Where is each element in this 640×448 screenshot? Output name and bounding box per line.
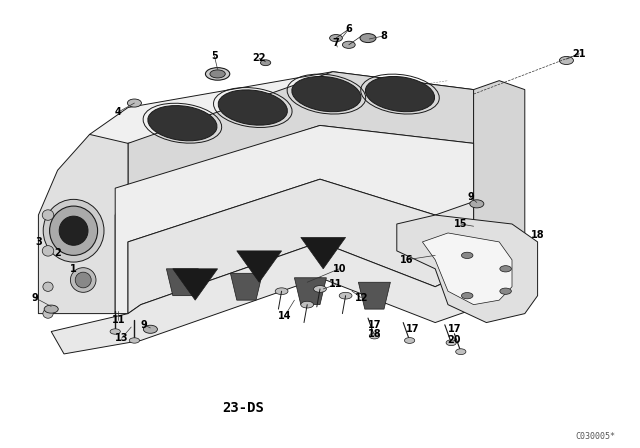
Polygon shape [474,81,525,278]
Polygon shape [77,72,474,170]
Ellipse shape [43,282,53,291]
Ellipse shape [500,288,511,294]
Text: 18: 18 [367,329,381,339]
Ellipse shape [76,272,92,288]
Text: 17: 17 [406,324,420,334]
Text: 7: 7 [333,38,339,47]
Ellipse shape [205,68,230,80]
Text: 16: 16 [399,255,413,265]
Ellipse shape [129,338,140,343]
Ellipse shape [339,292,352,299]
Text: 22: 22 [252,53,266,63]
Ellipse shape [342,41,355,48]
Ellipse shape [446,340,456,346]
Polygon shape [358,282,390,309]
Text: 17: 17 [367,320,381,330]
Text: C030005*: C030005* [575,432,615,441]
Ellipse shape [365,77,435,112]
Text: 4: 4 [115,107,122,117]
Text: 13: 13 [115,333,129,343]
Polygon shape [301,237,346,269]
Text: 23-DS: 23-DS [222,401,264,415]
Text: 9: 9 [141,320,147,330]
Ellipse shape [148,106,217,141]
Ellipse shape [292,77,361,112]
Ellipse shape [60,216,88,246]
Ellipse shape [70,268,96,293]
Ellipse shape [360,34,376,43]
Ellipse shape [127,99,141,107]
Ellipse shape [330,34,342,42]
Ellipse shape [461,293,473,299]
Ellipse shape [44,305,58,313]
Text: 8: 8 [381,31,387,41]
Text: 11: 11 [111,315,125,325]
Text: 3: 3 [35,237,42,247]
Polygon shape [173,269,218,300]
Ellipse shape [218,90,287,125]
Polygon shape [115,125,474,314]
Text: 12: 12 [355,293,369,303]
Polygon shape [166,269,198,296]
Text: 14: 14 [278,311,292,321]
Text: 20: 20 [447,336,461,345]
Polygon shape [294,278,326,305]
Polygon shape [237,251,282,282]
Ellipse shape [260,60,271,66]
Ellipse shape [500,266,511,272]
Text: 6: 6 [346,24,352,34]
Ellipse shape [559,56,573,65]
Ellipse shape [456,349,466,355]
Ellipse shape [42,246,54,256]
Polygon shape [51,242,486,354]
Text: 2: 2 [54,248,61,258]
Polygon shape [230,273,262,300]
Ellipse shape [44,199,104,262]
Polygon shape [422,233,512,305]
Ellipse shape [470,200,484,208]
Ellipse shape [314,286,326,293]
Polygon shape [128,179,474,314]
Ellipse shape [143,325,157,333]
Ellipse shape [210,70,225,78]
Text: 5: 5 [211,51,218,61]
Ellipse shape [301,301,314,308]
Polygon shape [397,215,538,323]
Polygon shape [38,134,128,314]
Ellipse shape [275,288,288,295]
Ellipse shape [110,329,120,334]
Text: 9: 9 [32,293,38,303]
Ellipse shape [369,333,380,339]
Text: 15: 15 [454,219,468,229]
Ellipse shape [404,338,415,343]
Ellipse shape [50,206,98,255]
Ellipse shape [43,309,53,318]
Text: 11: 11 [329,280,343,289]
Text: 1: 1 [70,264,77,274]
Text: 10: 10 [332,264,346,274]
Polygon shape [128,72,474,188]
Text: 9: 9 [467,192,474,202]
Text: 21: 21 [572,49,586,59]
Text: 18: 18 [531,230,545,240]
Ellipse shape [461,252,473,258]
Text: 17: 17 [447,324,461,334]
Ellipse shape [42,210,54,220]
